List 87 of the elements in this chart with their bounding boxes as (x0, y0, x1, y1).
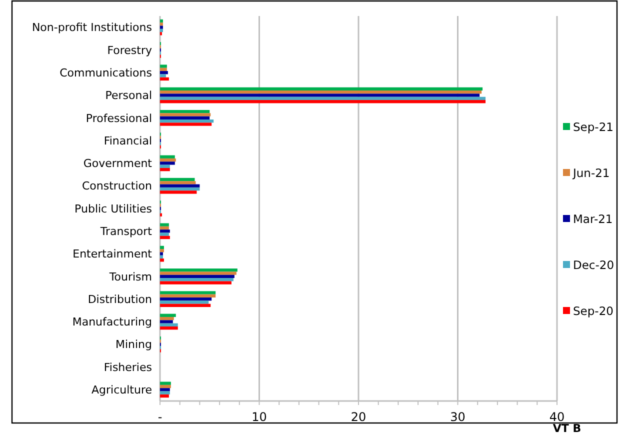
legend-label: Sep-20 (573, 304, 614, 318)
bar (160, 252, 163, 256)
bar (160, 19, 163, 23)
bar (160, 100, 486, 104)
bar (160, 236, 170, 240)
bar (160, 158, 176, 162)
bar (160, 298, 212, 301)
bar (160, 110, 210, 114)
y-tick-label: Fisheries (104, 360, 152, 374)
bar (160, 272, 236, 275)
bar (160, 162, 175, 165)
bar (160, 258, 164, 262)
x-tick-label: 30 (450, 410, 466, 424)
bar (160, 326, 178, 330)
y-tick-label: Construction (82, 180, 152, 193)
bar (160, 22, 163, 26)
bar (160, 96, 486, 100)
bar (160, 28, 163, 32)
y-tick-label: Forestry (107, 44, 152, 57)
bar (160, 314, 176, 317)
bar (160, 394, 169, 398)
bar (160, 232, 169, 236)
bar (160, 304, 211, 308)
y-tick-label: Personal (105, 89, 152, 102)
bar (160, 320, 173, 324)
bar (160, 291, 216, 294)
bar (160, 278, 234, 282)
y-tick-label: Tourism (108, 270, 152, 284)
bar (160, 323, 178, 326)
bar (160, 94, 480, 97)
bar (160, 64, 167, 68)
x-tick-label: - (158, 410, 162, 424)
x-tick-label: 10 (252, 410, 267, 424)
bar (160, 168, 170, 172)
bar (160, 268, 238, 272)
bar (160, 230, 170, 233)
bar (160, 281, 232, 284)
y-tick-label: Financial (104, 134, 152, 148)
bar (160, 187, 200, 191)
bar (160, 90, 482, 94)
bar (160, 184, 200, 188)
y-tick-label: Non-profit Institutions (32, 21, 152, 34)
bar (160, 68, 167, 72)
x-tick-label: 20 (350, 410, 366, 424)
bar (160, 246, 164, 250)
bar (160, 274, 234, 278)
y-tick-label: Communications (60, 66, 152, 80)
bar (160, 226, 169, 230)
bar (160, 384, 171, 388)
legend-label: Jun-21 (572, 166, 610, 180)
bar (160, 113, 211, 116)
bar (160, 294, 216, 298)
legend-label: Dec-20 (573, 258, 614, 272)
y-tick-label: Manufacturing (72, 316, 152, 329)
y-tick-label: Agriculture (92, 384, 152, 397)
bar (160, 316, 174, 320)
bar (160, 26, 163, 29)
bar (160, 122, 212, 126)
bar (160, 116, 210, 120)
bar (160, 388, 170, 392)
bar (160, 74, 166, 78)
y-tick-label: Professional (86, 112, 152, 125)
bar (160, 249, 164, 252)
bar (160, 181, 196, 184)
y-tick-label: Transport (99, 224, 153, 238)
bar (160, 77, 169, 81)
y-tick-label: Public Utilities (74, 202, 152, 216)
bar (160, 255, 163, 259)
legend-label: Mar-21 (573, 212, 613, 226)
x-tick-label: 40 (549, 410, 565, 424)
bar (160, 178, 195, 182)
x-axis-title: VT B (552, 422, 582, 434)
bar (160, 155, 175, 158)
y-tick-label: Entertainment (72, 248, 153, 261)
y-tick-label: Mining (115, 338, 152, 352)
bar (160, 87, 483, 91)
bar (160, 119, 214, 123)
bar (160, 300, 209, 304)
bar (160, 164, 170, 168)
bar (160, 223, 169, 226)
bar (160, 190, 197, 194)
bar (160, 71, 168, 74)
y-tick-label: Government (83, 157, 153, 170)
legend-label: Sep-21 (573, 120, 614, 134)
y-tick-label: Distribution (88, 292, 152, 306)
bar (160, 382, 171, 385)
bar (160, 391, 170, 394)
